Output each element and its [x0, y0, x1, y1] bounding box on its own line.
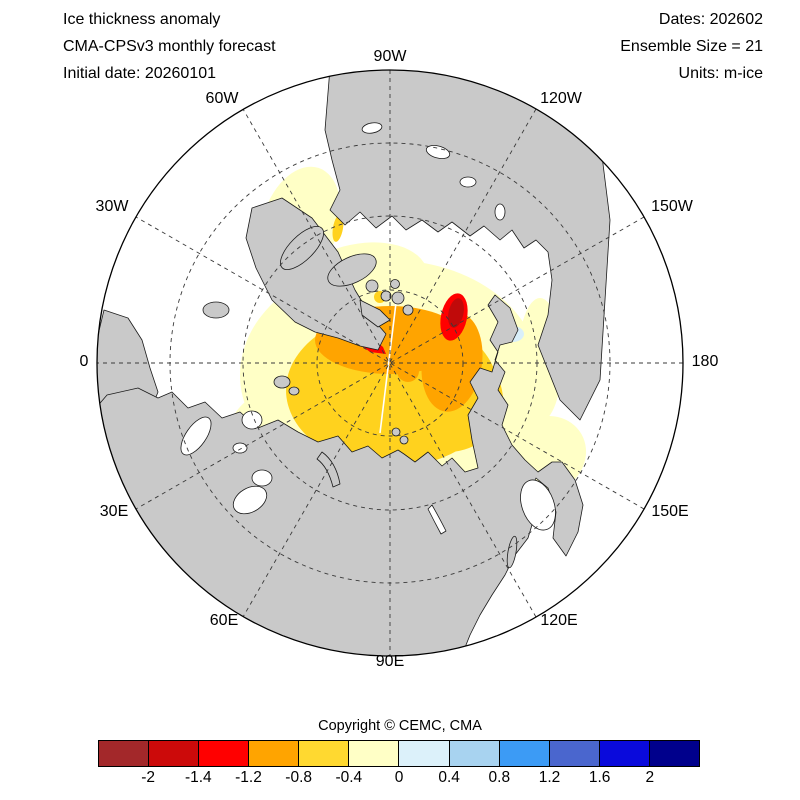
colorbar-cell — [599, 741, 650, 766]
model-name: CMA-CPSv3 monthly forecast — [63, 38, 276, 55]
colorbar-tick-label: 0.8 — [488, 769, 511, 786]
lon-label-90e: 90E — [375, 653, 405, 670]
page-title: Ice thickness anomaly — [63, 11, 221, 28]
lake — [361, 122, 506, 221]
forecast-dates: Dates: 202602 — [658, 11, 763, 28]
landmass-arctic-islands — [280, 226, 414, 328]
colorbar-tick-label: 1.2 — [538, 769, 561, 786]
lon-label-120w: 120W — [540, 90, 582, 107]
colorbar-tick-label: 1.6 — [588, 769, 611, 786]
anomaly-region-dark-red — [448, 298, 464, 328]
units-label: Units: m-ice — [678, 65, 763, 82]
lon-label-0: 0 — [79, 353, 89, 370]
colorbar-cell — [449, 741, 500, 766]
colorbar-tick-label: 2 — [645, 769, 655, 786]
lon-label-30w: 30W — [95, 198, 129, 215]
lon-label-90w: 90W — [373, 48, 407, 65]
colorbar-tick-label: -0.4 — [335, 769, 363, 786]
lon-label-120e: 120E — [540, 612, 578, 629]
lon-label-150e: 150E — [651, 503, 689, 520]
landmass-novaya-zemlya — [316, 451, 341, 488]
lon-label-150w: 150W — [651, 198, 693, 215]
title-block: Ice thickness anomaly CMA-CPSv3 monthly … — [63, 6, 276, 87]
colorbar-tick-label: -1.4 — [184, 769, 212, 786]
landmass-greenland — [245, 197, 387, 351]
white-meridian-line — [379, 302, 397, 434]
colorbar-cell — [649, 741, 699, 766]
colorbar-cell — [99, 741, 150, 766]
colorbar-cell — [349, 741, 400, 766]
map-boundary-circle — [96, 69, 684, 657]
colorbar-cell — [149, 741, 200, 766]
colorbar-cell — [249, 741, 300, 766]
colorbar-cell — [199, 741, 250, 766]
landmass-svalbard — [273, 375, 409, 445]
colorbar-tick-labels: -2 -1.4 -1.2 -0.8 -0.4 0 0.4 0.8 1.2 1.6 2 — [98, 769, 700, 789]
landmass-sakhalin — [506, 535, 518, 569]
landmass-north-america — [324, 70, 611, 421]
colorbar-tick-label: 0 — [394, 769, 404, 786]
polar-map: 90W 120W 150W 180 150E 120E 90E 60E 30E … — [79, 48, 719, 670]
graticule — [97, 70, 683, 656]
colorbar-tick-label: 0.4 — [438, 769, 460, 786]
colorbar — [98, 740, 700, 767]
lon-label-60e: 60E — [209, 612, 239, 629]
colorbar-cell — [549, 741, 600, 766]
initial-date: Initial date: 20260101 — [63, 65, 217, 82]
colorbar-cell — [299, 741, 350, 766]
copyright-text: Copyright © CEMC, CMA — [318, 718, 482, 734]
lon-label-60w: 60W — [205, 90, 239, 107]
landmass-iceland — [202, 301, 230, 319]
colorbar-tick-label: -0.8 — [285, 769, 313, 786]
colorbar-tick-label: -2 — [141, 769, 156, 786]
lon-label-30e: 30E — [99, 503, 129, 520]
polar-map-canvas — [96, 69, 684, 657]
lon-label-180: 180 — [691, 353, 719, 370]
colorbar-cell — [499, 741, 550, 766]
info-block: Dates: 202602 Ensemble Size = 21 Units: … — [620, 6, 763, 87]
ensemble-size: Ensemble Size = 21 — [620, 38, 763, 55]
colorbar-cell — [399, 741, 450, 766]
colorbar-tick-label: -1.2 — [235, 769, 262, 786]
